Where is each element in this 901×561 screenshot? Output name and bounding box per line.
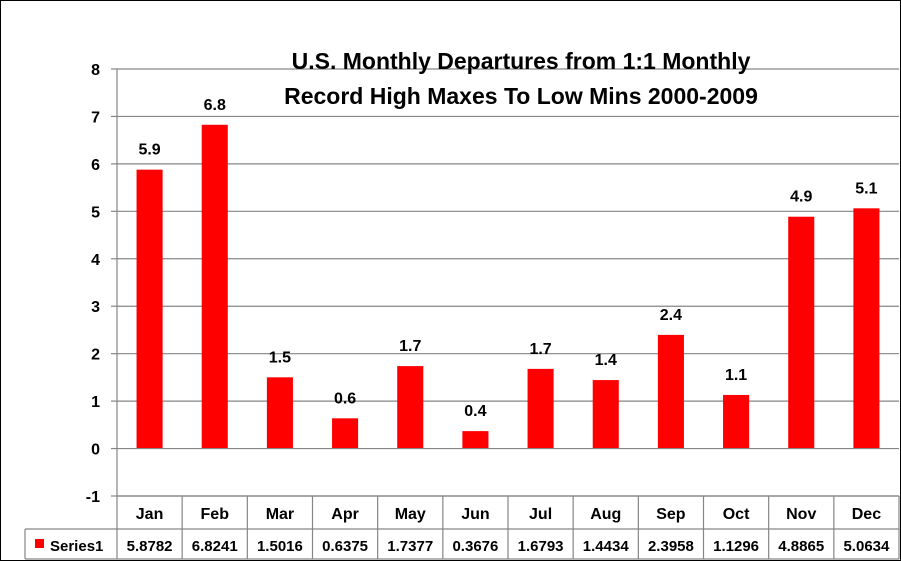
chart-title-line-1: U.S. Monthly Departures from 1:1 Monthly xyxy=(292,48,751,74)
category-label: Mar xyxy=(266,506,294,523)
category-label: Jun xyxy=(461,506,489,523)
y-tick-label: 2 xyxy=(91,347,100,364)
table-value: 5.8782 xyxy=(127,538,173,555)
data-label: 6.8 xyxy=(204,97,226,114)
axes xyxy=(111,68,899,497)
bars xyxy=(136,124,880,449)
table-value: 1.6793 xyxy=(518,538,564,555)
data-label: 5.1 xyxy=(855,180,877,197)
bar xyxy=(853,208,880,449)
data-label: 2.4 xyxy=(660,307,682,324)
bar xyxy=(527,368,554,449)
y-tick-labels: 8 7 6 5 4 3 2 1 0 -1 xyxy=(86,62,100,506)
data-label: 5.9 xyxy=(138,142,160,159)
y-tick-label: 6 xyxy=(91,157,100,174)
data-label: 0.6 xyxy=(334,390,356,407)
table-value: 1.5016 xyxy=(257,538,303,555)
table-value: 0.3676 xyxy=(452,538,498,555)
data-table: Jan 5.8782 Feb 6.8241 Mar 1.5016 Apr 0.6375 May 1… xyxy=(24,495,900,560)
table-value: 4.8865 xyxy=(778,538,824,555)
bar xyxy=(136,169,163,449)
data-label: 1.1 xyxy=(725,367,747,384)
table-value: 0.6375 xyxy=(322,538,368,555)
bar xyxy=(723,394,750,449)
bar xyxy=(332,418,359,449)
data-label: 1.4 xyxy=(595,352,617,369)
category-label: Apr xyxy=(331,506,359,523)
bar xyxy=(201,124,228,449)
bar xyxy=(397,366,424,449)
table-value: 5.0634 xyxy=(843,538,890,555)
data-label: 4.9 xyxy=(790,189,812,206)
bar xyxy=(657,334,684,449)
bar xyxy=(266,377,293,449)
y-tick-label: 8 xyxy=(91,62,100,79)
bar xyxy=(788,216,815,449)
table-value: 2.3958 xyxy=(648,538,694,555)
table-value: 1.1296 xyxy=(713,538,759,555)
data-label: 0.4 xyxy=(464,403,486,420)
table-value: 1.4434 xyxy=(583,538,630,555)
table-value: 6.8241 xyxy=(192,538,238,555)
y-tick-label: 5 xyxy=(91,204,100,221)
category-label: Jan xyxy=(136,506,164,523)
data-label: 1.5 xyxy=(269,349,291,366)
category-label: Aug xyxy=(590,506,621,523)
y-tick-label: 1 xyxy=(91,394,100,411)
category-label: May xyxy=(395,506,426,523)
chart-title-line-2: Record High Maxes To Low Mins 2000-2009 xyxy=(284,83,758,109)
y-tick-label: 3 xyxy=(91,299,100,316)
data-label: 1.7 xyxy=(529,341,551,358)
category-label: Sep xyxy=(656,506,686,523)
y-tick-label: 7 xyxy=(91,109,100,126)
category-label: Dec xyxy=(852,506,881,523)
legend-key xyxy=(35,539,44,548)
category-label: Jul xyxy=(529,506,552,523)
gridlines xyxy=(117,68,899,497)
category-label: Feb xyxy=(201,506,230,523)
table-value: 1.7377 xyxy=(387,538,433,555)
y-tick-label: 4 xyxy=(91,252,100,269)
category-label: Nov xyxy=(786,506,816,523)
bar xyxy=(462,431,489,449)
category-label: Oct xyxy=(723,506,750,523)
y-tick-label: -1 xyxy=(86,489,100,506)
data-labels: 5.9 6.8 1.5 0.6 1.7 0.4 1.7 1.4 2.4 1.1 4.9 5.1 xyxy=(138,97,877,420)
data-label: 1.7 xyxy=(399,338,421,355)
y-tick-label: 0 xyxy=(91,442,100,459)
bar xyxy=(592,380,619,449)
legend-series-name: Series1 xyxy=(50,538,103,555)
